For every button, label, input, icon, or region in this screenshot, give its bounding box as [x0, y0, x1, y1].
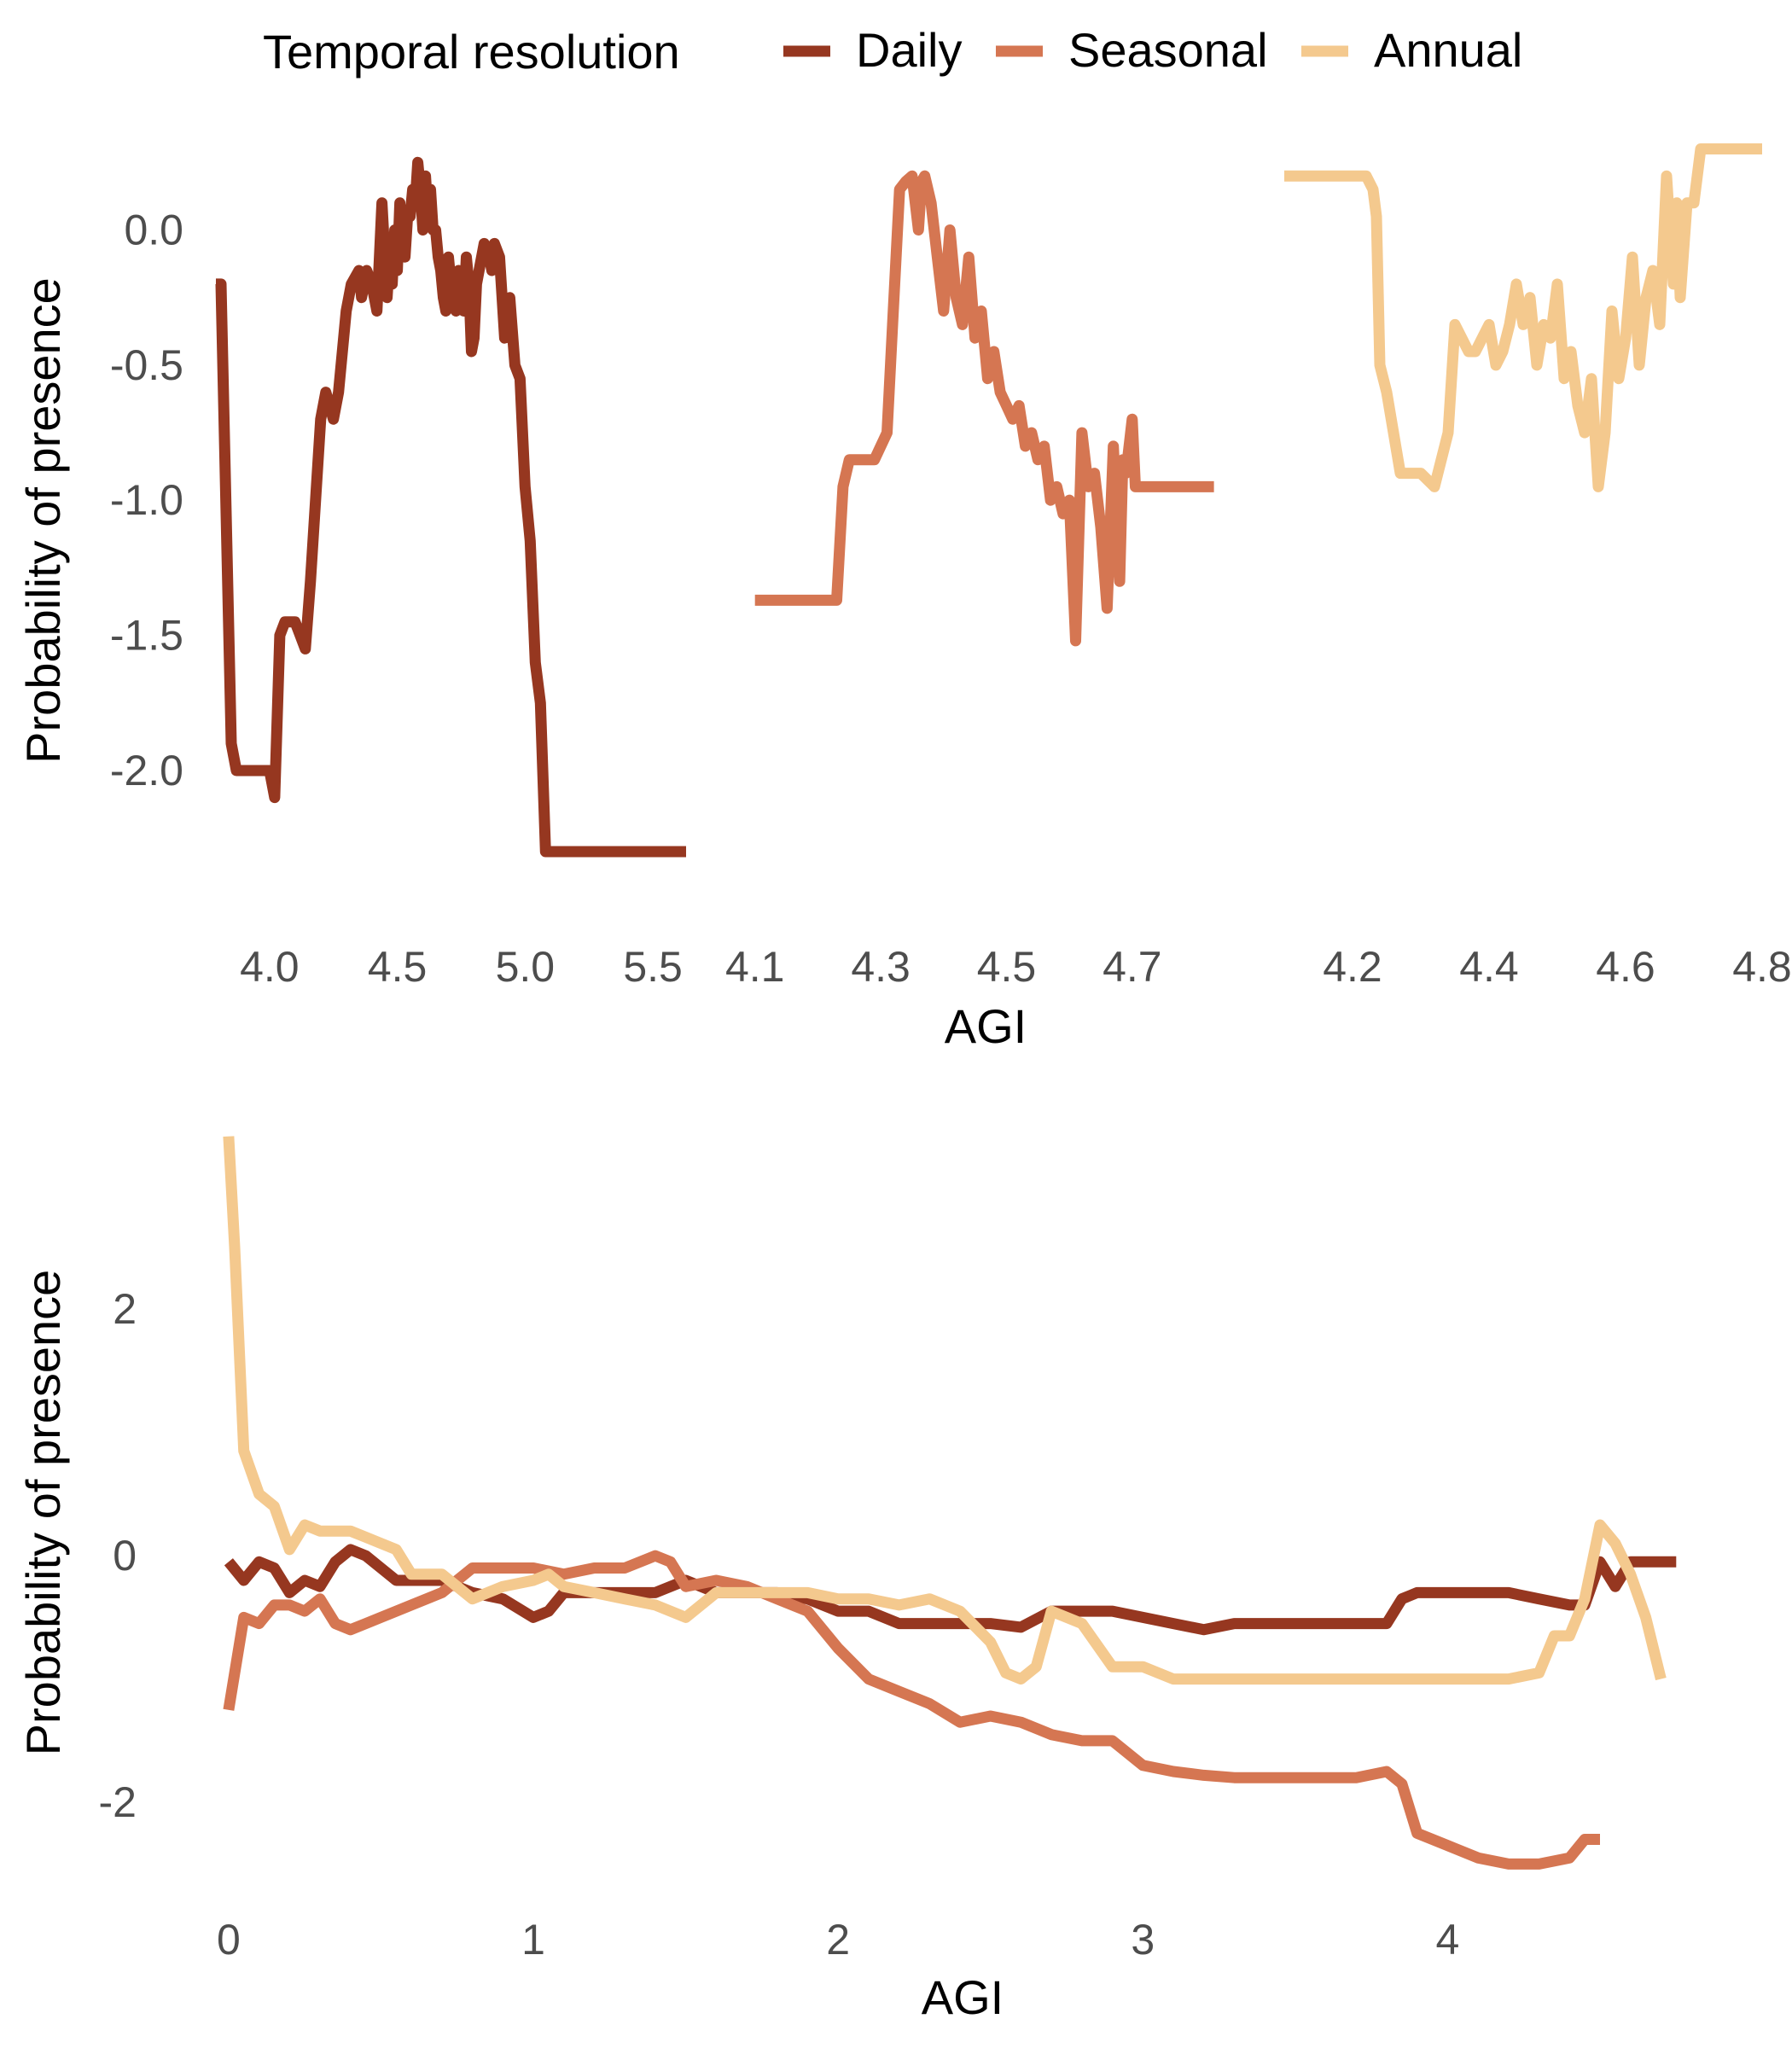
x-tick-label: 4.1	[725, 943, 785, 991]
x-tick-label: 2	[826, 1916, 850, 1964]
series-line-daily-bottom	[224, 1544, 1677, 1636]
x-tick-label: 4.4	[1459, 943, 1519, 991]
panel-top-right: 4.2 4.4 4.6 4.8	[1284, 143, 1792, 991]
x-tick-label: 4	[1436, 1916, 1460, 1964]
x-tick-label: 4.5	[368, 943, 428, 991]
series-line-annual-top-right	[1284, 143, 1762, 492]
panel-top-middle: 4.1 4.3 4.5 4.7 AGI	[725, 170, 1214, 1053]
y-tick-label: 0	[113, 1532, 137, 1580]
y-tick-label: -1.5	[110, 612, 183, 660]
y-axis-title: Probability of presence	[16, 277, 70, 764]
x-tick-label: 5.5	[623, 943, 683, 991]
y-tick-label: -2.0	[110, 747, 183, 794]
y-tick-label: -1.0	[110, 476, 183, 524]
x-tick-label: 4.0	[240, 943, 300, 991]
x-tick-label: 4.6	[1596, 943, 1655, 991]
x-axis-title: AGI	[922, 1970, 1004, 2024]
series-line-daily-top-left	[215, 156, 686, 858]
x-tick-label: 0	[217, 1916, 241, 1964]
x-tick-label: 3	[1131, 1916, 1155, 1964]
x-tick-label: 4.7	[1103, 943, 1162, 991]
series-line-seasonal-bottom	[223, 1550, 1600, 1870]
legend-title: Temporal resolution	[263, 25, 680, 79]
y-axis-title: Probability of presence	[16, 1270, 70, 1756]
x-tick-label: 5.0	[496, 943, 556, 991]
x-tick-label: 4.5	[977, 943, 1037, 991]
x-tick-label: 4.8	[1732, 943, 1792, 991]
y-tick-label: -2	[99, 1778, 137, 1826]
y-tick-label: 0.0	[124, 207, 183, 254]
panel-bottom: 0 1 2 3 4 2 0 -2 Probability of presence AGI	[16, 1136, 1677, 2024]
y-tick-label: -0.5	[110, 341, 183, 389]
panel-top-left: 4.0 4.5 5.0 5.5 0.0 -0.5 -1.0 -1.5 -2.0 Probabili…	[16, 156, 686, 991]
legend-label-seasonal: Seasonal	[1068, 23, 1268, 77]
x-tick-label: 4.3	[851, 943, 911, 991]
legend: Temporal resolution Daily Seasonal Annual	[263, 23, 1522, 79]
x-tick-label: 4.2	[1323, 943, 1382, 991]
x-tick-label: 1	[521, 1916, 545, 1964]
legend-label-annual: Annual	[1374, 23, 1522, 77]
legend-label-daily: Daily	[856, 23, 962, 77]
series-line-annual-bottom	[223, 1136, 1667, 1685]
x-axis-title: AGI	[945, 999, 1027, 1053]
y-tick-label: 2	[113, 1285, 137, 1333]
series-line-seasonal-top-middle	[754, 170, 1214, 647]
